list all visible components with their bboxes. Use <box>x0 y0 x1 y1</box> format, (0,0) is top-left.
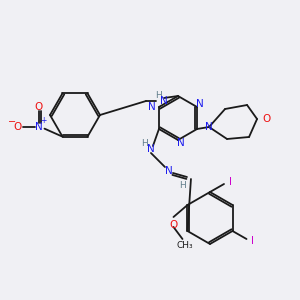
Text: O: O <box>14 122 22 132</box>
Text: N: N <box>34 122 42 132</box>
Text: I: I <box>229 177 232 187</box>
Text: N: N <box>165 166 173 176</box>
Text: H: H <box>180 181 186 190</box>
Text: H: H <box>142 139 148 148</box>
Text: N: N <box>160 96 168 106</box>
Text: I: I <box>251 236 254 246</box>
Text: O: O <box>262 114 270 124</box>
Text: +: + <box>40 116 47 125</box>
Text: CH₃: CH₃ <box>176 241 193 250</box>
Text: H: H <box>156 91 162 100</box>
Text: N: N <box>196 99 204 109</box>
Text: N: N <box>148 102 156 112</box>
Text: N: N <box>147 144 155 154</box>
Text: N: N <box>177 138 185 148</box>
Text: O: O <box>169 220 178 230</box>
Text: N: N <box>205 122 213 132</box>
Text: O: O <box>34 102 43 112</box>
Text: −: − <box>8 117 16 127</box>
